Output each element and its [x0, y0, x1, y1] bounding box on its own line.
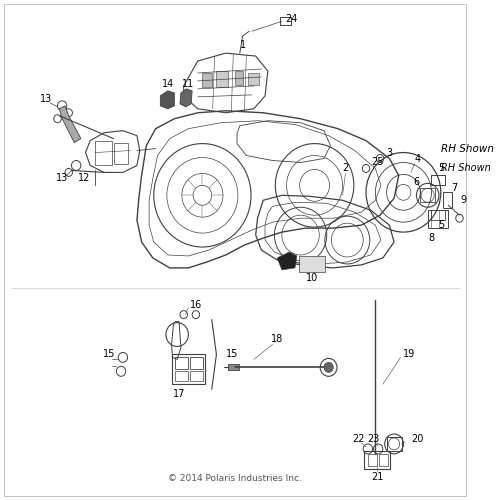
Text: 6: 6	[414, 178, 420, 188]
Bar	[432, 176, 444, 186]
Text: 11: 11	[182, 79, 194, 89]
Polygon shape	[160, 91, 174, 109]
Text: 13: 13	[40, 94, 52, 104]
Text: 3: 3	[386, 148, 392, 158]
Text: 15: 15	[226, 350, 238, 360]
Polygon shape	[277, 252, 297, 270]
Text: 7: 7	[451, 184, 457, 194]
Text: 5: 5	[438, 164, 444, 173]
Bar	[114, 142, 128, 165]
Bar	[432, 210, 444, 220]
Text: 20: 20	[411, 434, 424, 444]
Bar	[95, 140, 112, 166]
Text: 4: 4	[414, 154, 420, 164]
Bar	[364, 451, 390, 469]
Bar	[386, 437, 402, 451]
Bar	[176, 372, 188, 382]
Text: 14: 14	[162, 79, 174, 89]
Bar	[368, 454, 377, 466]
Bar	[428, 210, 448, 228]
Bar	[248, 73, 260, 85]
Text: 9: 9	[460, 196, 466, 205]
Text: 21: 21	[371, 472, 384, 482]
Text: 12: 12	[78, 174, 90, 184]
Text: 25: 25	[371, 158, 384, 168]
Circle shape	[324, 362, 334, 372]
Text: 15: 15	[102, 350, 115, 360]
Bar	[176, 358, 188, 370]
Bar	[172, 354, 205, 384]
Text: 24: 24	[285, 14, 298, 24]
Text: 22: 22	[352, 434, 365, 444]
Polygon shape	[180, 89, 192, 107]
Bar	[216, 71, 228, 87]
Bar	[420, 188, 435, 202]
Text: RH Shown: RH Shown	[441, 144, 494, 154]
Bar	[235, 71, 242, 85]
Bar	[228, 364, 239, 370]
Text: 23: 23	[368, 434, 380, 444]
Text: 19: 19	[404, 350, 415, 360]
Bar	[202, 73, 212, 87]
Bar	[190, 358, 203, 370]
Text: 5: 5	[438, 220, 444, 230]
Text: 16: 16	[190, 300, 202, 310]
Text: RH Shown: RH Shown	[441, 164, 490, 173]
Text: © 2014 Polaris Industries Inc.: © 2014 Polaris Industries Inc.	[168, 474, 302, 483]
Text: 13: 13	[56, 174, 68, 184]
Bar	[280, 18, 291, 25]
Bar	[298, 256, 325, 272]
Text: 10: 10	[306, 273, 318, 283]
Text: 1: 1	[240, 40, 246, 50]
Bar	[379, 454, 388, 466]
Polygon shape	[60, 106, 81, 142]
Text: 17: 17	[173, 389, 185, 399]
Text: 8: 8	[428, 233, 434, 243]
Bar	[190, 372, 203, 382]
Bar	[442, 192, 452, 208]
Text: 2: 2	[342, 164, 348, 173]
Text: 18: 18	[271, 334, 283, 344]
